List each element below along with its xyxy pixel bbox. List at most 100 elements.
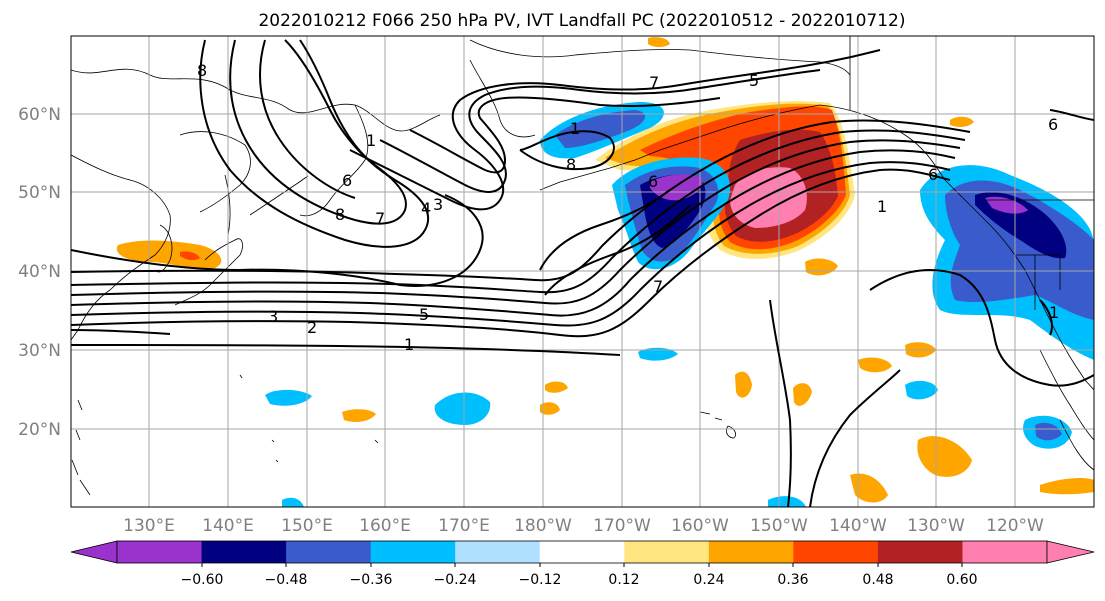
contour-label: 4 [421, 199, 431, 218]
positive-blob-japan-inner [180, 251, 200, 261]
positive-blob-japan [116, 240, 222, 269]
colorbar-segment [286, 541, 372, 563]
colorbar-tick-label: −0.36 [350, 572, 393, 588]
pv-contour [769, 299, 792, 507]
colorbar-tick-label: −0.48 [265, 572, 308, 588]
contour-labels: 8 1 6 8 7 4 3 7 5 8 7 6 1 5 3 2 1 1 6 1 … [197, 61, 1059, 354]
negative-blob-18n-120w-inner [1035, 422, 1062, 441]
lat-label: 50°N [18, 183, 61, 203]
contour-label: 5 [419, 305, 429, 324]
contour-label: 3 [433, 195, 443, 214]
pv-contour [1049, 109, 1094, 121]
map-frame [70, 35, 1095, 508]
positive-blob-small-160w [545, 381, 568, 393]
pv-contour [199, 39, 430, 248]
positive-blob-top-170w [648, 37, 670, 47]
lon-label: 150°W [750, 516, 808, 536]
lon-label: 130°E [123, 516, 175, 536]
coast-siberia [71, 68, 441, 132]
lon-label: 120°W [986, 516, 1044, 536]
coast-china [71, 154, 171, 341]
lon-label: 130°W [907, 516, 965, 536]
coast-kurils [249, 175, 309, 216]
positive-blob-28n-140w [858, 357, 892, 373]
negative-blob-30n-160w [638, 347, 678, 361]
lon-label: 160°W [671, 516, 729, 536]
contour-label: 7 [653, 277, 663, 296]
contour-label: 7 [375, 209, 385, 228]
positive-blob-15n-140w [850, 473, 888, 503]
contour-label: 2 [307, 318, 317, 337]
colorbar-tick-label: 0.12 [608, 572, 639, 588]
pv-contour [349, 49, 881, 211]
contour-label: 6 [928, 165, 938, 184]
lon-label: 150°E [281, 516, 333, 536]
colorbar-segment [962, 541, 1048, 563]
pv-contour [259, 39, 356, 199]
contour-label: 6 [342, 171, 352, 190]
colorbar-tick-label: 0.60 [946, 572, 977, 588]
colorbar-extend-right [1046, 540, 1095, 564]
lon-label: 140°W [829, 516, 887, 536]
positive-blob-20n-160e [342, 409, 376, 422]
negative-blob-bottom-150w [768, 496, 806, 507]
contour-label: 8 [197, 61, 207, 80]
pv-contour [539, 189, 671, 271]
colorbar-segment [117, 541, 203, 563]
colorbar-segment [708, 541, 794, 563]
contour-label: 1 [366, 131, 376, 150]
positive-blob-25n-150w [735, 371, 752, 398]
negative-blob-bottom-150e [282, 497, 304, 507]
lon-label: 170°E [438, 516, 490, 536]
coast-mexico [1059, 419, 1094, 471]
colorbar-segment [370, 541, 456, 563]
pv-contours [71, 39, 1094, 507]
negative-blob-20n-170e [434, 392, 491, 425]
longitude-labels: 130°E 140°E 150°E 160°E 170°E 180°W 170°… [123, 516, 1044, 536]
colorbar-segment [793, 541, 879, 563]
positive-blob-small-162w [540, 402, 560, 415]
colorbar-segment [624, 541, 710, 563]
coast-islands-philippines [71, 399, 91, 496]
negative-blob-24n-150e [265, 389, 312, 406]
pv-contour [71, 129, 966, 294]
pv-contour [71, 161, 951, 327]
lon-label: 160°E [359, 516, 411, 536]
colorbar-segment [877, 541, 963, 563]
lat-label: 20°N [18, 420, 61, 440]
pv-contour [71, 168, 951, 338]
positive-blob-60n-125w [950, 116, 974, 127]
colorbar-tick-label: −0.60 [181, 572, 224, 588]
pv-contour [229, 39, 407, 225]
pv-contour [71, 329, 171, 335]
coast-sakhalin [224, 174, 231, 236]
colorbar-labels: −0.60 −0.48 −0.36 −0.24 −0.12 0.12 0.24 … [181, 572, 978, 588]
pv-contour [71, 149, 956, 317]
contour-label: 5 [749, 71, 759, 90]
contour-label: 6 [1048, 115, 1058, 134]
pv-contour [71, 194, 484, 287]
contour-label: 1 [404, 335, 414, 354]
colorbar-segment [455, 541, 541, 563]
colorbar-segment [201, 541, 287, 563]
coast-bc [944, 179, 1094, 391]
pv-contour [869, 269, 1094, 387]
contour-label: 1 [877, 197, 887, 216]
colorbar: −0.60 −0.48 −0.36 −0.24 −0.12 0.12 0.24 … [70, 540, 1095, 588]
figure-title: 2022010212 F066 250 hPa PV, IVT Landfall… [258, 11, 905, 31]
colorbar-extend-left [70, 540, 118, 564]
colorbar-ticks [201, 563, 963, 567]
negative-shading-bering-inner [555, 110, 646, 148]
positive-blob-20n-145w [793, 383, 812, 406]
coast-alaska-west [469, 59, 536, 138]
contour-label: 1 [1049, 303, 1059, 322]
contour-label: 1 [570, 119, 580, 138]
lat-label: 40°N [18, 262, 61, 282]
colorbar-tick-label: 0.36 [777, 572, 808, 588]
colorbar-tick-label: 0.24 [693, 572, 724, 588]
coast-islands-marianas [239, 374, 379, 463]
lon-label: 180°W [514, 516, 572, 536]
contour-label: 7 [649, 73, 659, 92]
